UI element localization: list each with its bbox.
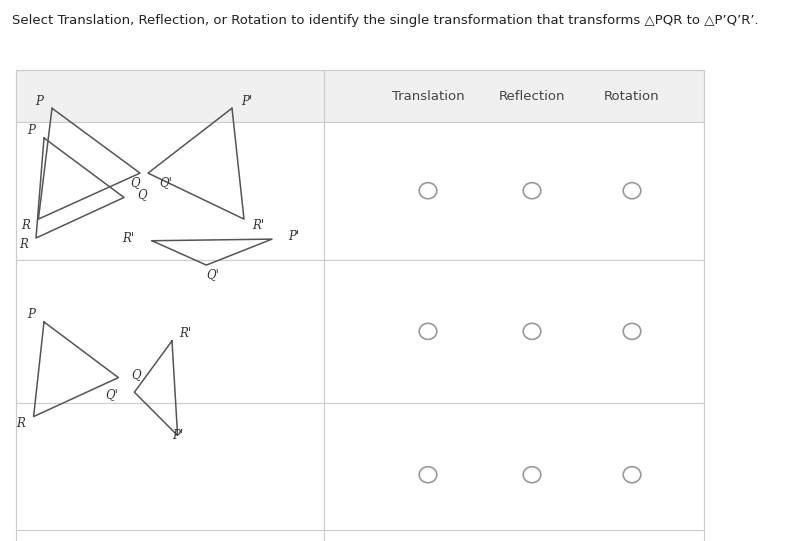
Bar — [16, 122, 324, 260]
Text: P': P' — [172, 429, 183, 442]
Text: P: P — [27, 308, 35, 321]
Bar — [324, 70, 704, 122]
Text: Translation: Translation — [392, 89, 464, 103]
Bar — [16, 403, 324, 541]
Text: Q': Q' — [206, 268, 219, 281]
Text: P': P' — [241, 95, 252, 108]
Text: Q': Q' — [106, 388, 118, 401]
Bar — [16, 70, 704, 530]
Text: Rotation: Rotation — [604, 89, 660, 103]
Text: P': P' — [288, 230, 299, 243]
Text: R': R' — [178, 327, 191, 340]
Bar — [16, 70, 324, 122]
Text: Select Translation, Reflection, or Rotation to identify the single transformatio: Select Translation, Reflection, or Rotat… — [12, 14, 758, 27]
Bar — [324, 260, 704, 403]
Text: Reflection: Reflection — [498, 89, 566, 103]
Bar — [16, 260, 324, 403]
Text: R: R — [18, 238, 28, 251]
Text: P: P — [27, 124, 35, 137]
Text: R: R — [21, 219, 30, 232]
Text: Q': Q' — [159, 176, 172, 189]
Text: Q: Q — [137, 188, 146, 201]
Text: Q: Q — [131, 368, 141, 381]
Text: R: R — [16, 417, 26, 430]
Text: R': R' — [252, 219, 265, 232]
Text: P: P — [35, 95, 43, 108]
Bar — [324, 122, 704, 260]
Text: Q: Q — [130, 176, 140, 189]
Bar — [324, 403, 704, 541]
Text: R': R' — [122, 232, 134, 245]
